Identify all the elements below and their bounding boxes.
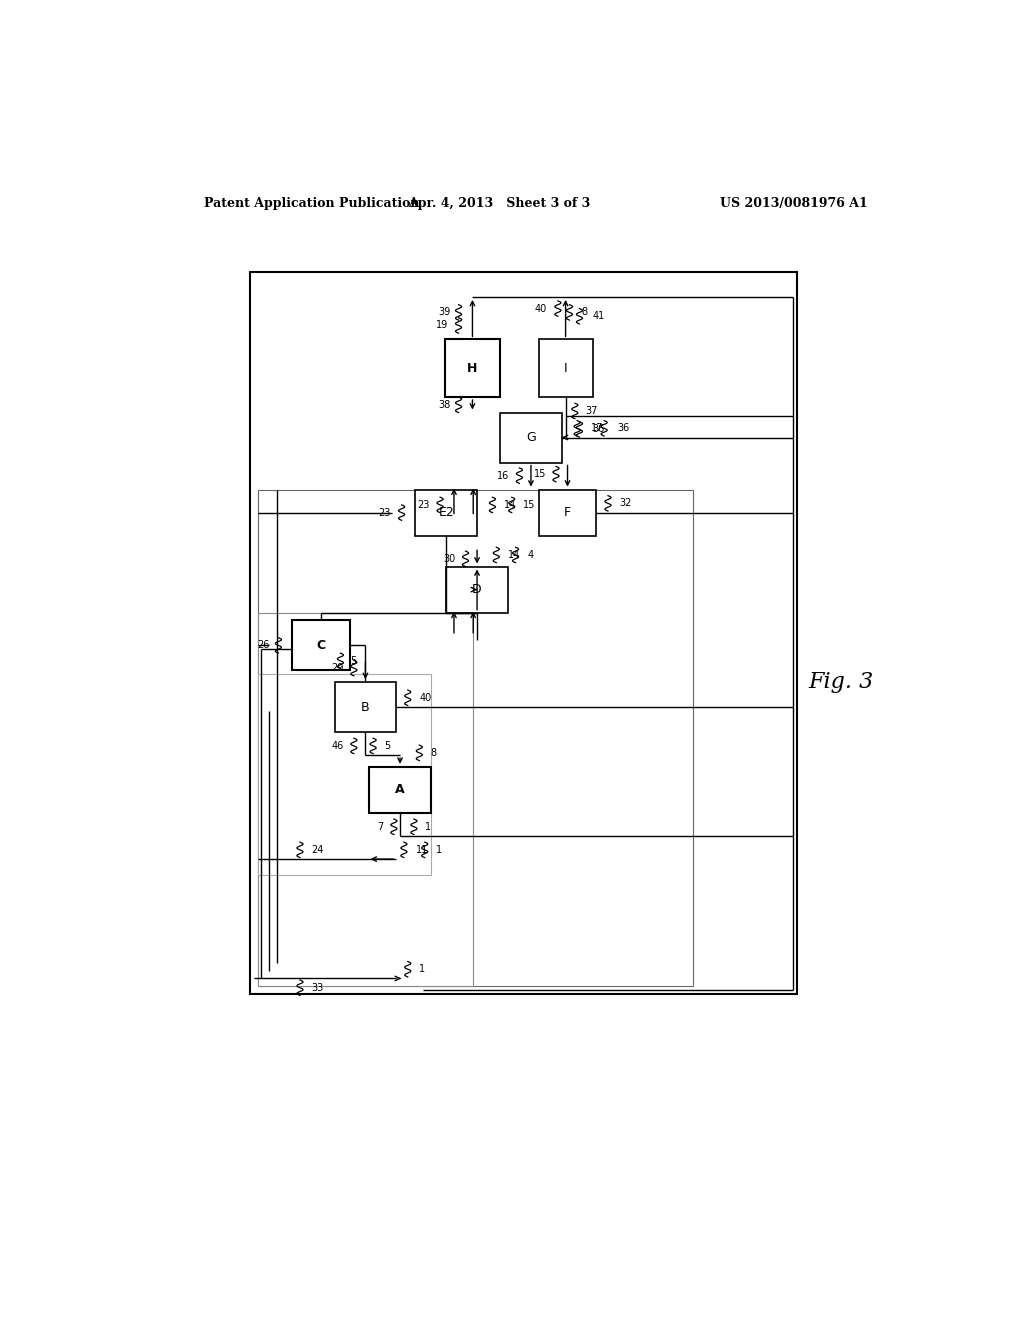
Text: 15: 15 xyxy=(523,500,536,510)
Bar xyxy=(416,490,477,536)
Text: 1: 1 xyxy=(435,845,441,855)
Text: 40: 40 xyxy=(419,693,431,702)
Text: 46: 46 xyxy=(332,741,344,751)
Text: 5: 5 xyxy=(385,741,391,751)
Text: US 2013/0081976 A1: US 2013/0081976 A1 xyxy=(720,197,867,210)
Text: 36: 36 xyxy=(617,424,630,433)
Bar xyxy=(258,675,431,875)
Text: 7: 7 xyxy=(377,822,383,832)
Text: 33: 33 xyxy=(311,982,324,993)
Text: 1: 1 xyxy=(419,964,425,974)
Text: 26: 26 xyxy=(257,640,269,651)
Text: 8: 8 xyxy=(581,308,587,317)
Text: 32: 32 xyxy=(620,499,632,508)
Bar xyxy=(258,612,473,986)
Text: A: A xyxy=(395,783,404,796)
Text: E2: E2 xyxy=(438,506,454,519)
Text: 24: 24 xyxy=(311,845,324,855)
Bar xyxy=(370,767,431,813)
Bar xyxy=(258,490,692,986)
Bar xyxy=(335,682,396,733)
Text: H: H xyxy=(467,362,477,375)
Text: D: D xyxy=(472,583,482,597)
Bar xyxy=(250,272,797,994)
Text: 23: 23 xyxy=(379,508,391,517)
Text: 19: 19 xyxy=(435,321,447,330)
Text: 29: 29 xyxy=(332,663,344,673)
Text: 14: 14 xyxy=(508,550,520,560)
Bar xyxy=(500,412,562,462)
Text: 37: 37 xyxy=(586,407,598,416)
Bar xyxy=(539,490,596,536)
Bar xyxy=(444,339,500,397)
Text: 5: 5 xyxy=(350,656,356,665)
Text: 39: 39 xyxy=(438,308,451,317)
Text: 16: 16 xyxy=(497,471,509,480)
Text: 8: 8 xyxy=(431,748,437,758)
Text: B: B xyxy=(361,701,370,714)
Text: G: G xyxy=(526,432,536,444)
Text: 14: 14 xyxy=(504,500,516,510)
Text: 17: 17 xyxy=(591,424,603,433)
Text: 15: 15 xyxy=(534,469,546,479)
Text: 36: 36 xyxy=(593,425,605,434)
Bar xyxy=(446,566,508,612)
Text: C: C xyxy=(316,639,326,652)
Text: F: F xyxy=(564,506,571,519)
Text: 40: 40 xyxy=(535,304,547,314)
Text: Apr. 4, 2013   Sheet 3 of 3: Apr. 4, 2013 Sheet 3 of 3 xyxy=(408,197,590,210)
Text: 4: 4 xyxy=(527,550,534,560)
Text: I: I xyxy=(564,362,567,375)
Bar xyxy=(539,339,593,397)
Bar xyxy=(292,620,350,671)
Text: Fig. 3: Fig. 3 xyxy=(808,671,873,693)
Text: 23: 23 xyxy=(417,500,429,510)
Text: 41: 41 xyxy=(593,312,605,321)
Text: Patent Application Publication: Patent Application Publication xyxy=(204,197,419,210)
Text: 1: 1 xyxy=(425,822,431,832)
Text: 38: 38 xyxy=(438,400,451,409)
Text: 30: 30 xyxy=(443,554,456,564)
Text: 11: 11 xyxy=(416,845,428,855)
